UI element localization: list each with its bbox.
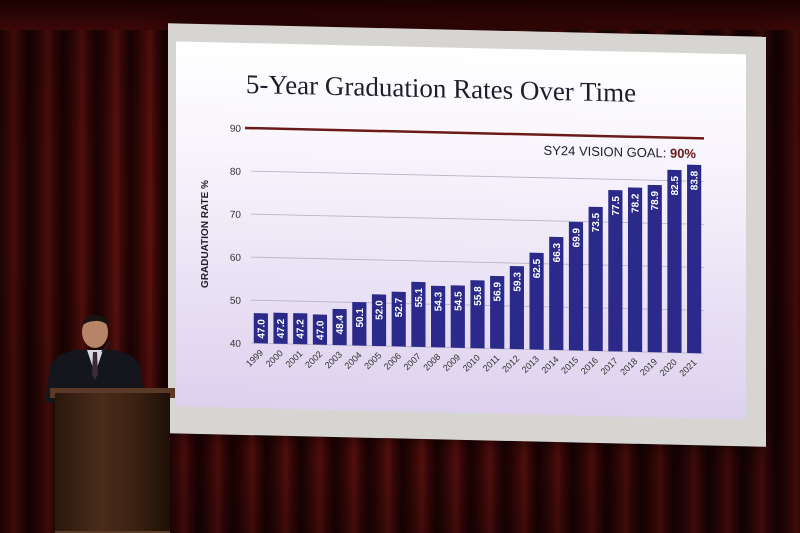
x-tick-label: 2001 bbox=[283, 348, 304, 369]
bar bbox=[509, 265, 524, 350]
bar-value-label: 56.9 bbox=[493, 281, 504, 301]
bar bbox=[687, 164, 702, 354]
bar-value-label: 66.3 bbox=[552, 242, 563, 262]
bar bbox=[549, 236, 564, 351]
bar bbox=[608, 189, 623, 352]
x-tick-label: 2015 bbox=[559, 355, 580, 376]
speaker-tie bbox=[92, 352, 98, 380]
bar bbox=[588, 206, 603, 352]
y-tick-label: 50 bbox=[230, 296, 242, 307]
bar bbox=[371, 294, 387, 347]
bar-value-label: 47.0 bbox=[256, 319, 267, 339]
bar-value-label: 52.0 bbox=[375, 300, 386, 320]
x-tick-label: 2019 bbox=[638, 357, 659, 378]
bar-value-label: 82.5 bbox=[670, 175, 681, 195]
bar-value-label: 73.5 bbox=[591, 212, 602, 232]
x-tick-label: 2013 bbox=[520, 354, 541, 375]
bar bbox=[332, 308, 347, 346]
y-tick-label: 70 bbox=[230, 210, 242, 221]
bar bbox=[391, 291, 406, 347]
slide: 5-Year Graduation Rates Over Time GRADUA… bbox=[176, 41, 746, 420]
microphone bbox=[101, 341, 111, 353]
bar-value-label: 55.1 bbox=[414, 287, 425, 307]
graduation-chart: 5-Year Graduation Rates Over Time GRADUA… bbox=[200, 69, 704, 379]
y-ticks: 40 50 60 70 80 90 bbox=[230, 124, 242, 350]
y-tick-label: 40 bbox=[230, 339, 242, 350]
bar bbox=[529, 252, 544, 350]
bar bbox=[411, 281, 426, 348]
bar-value-label: 54.3 bbox=[434, 291, 445, 311]
bar bbox=[667, 169, 682, 353]
bar-value-label: 78.9 bbox=[650, 190, 661, 210]
y-tick-label: 90 bbox=[230, 124, 242, 135]
x-tick-label: 2006 bbox=[382, 351, 403, 372]
bar bbox=[470, 280, 485, 349]
bar bbox=[431, 285, 446, 348]
bar bbox=[627, 187, 643, 352]
x-tick-label: 2008 bbox=[421, 352, 442, 373]
bar bbox=[490, 275, 505, 349]
y-tick-label: 60 bbox=[230, 253, 242, 264]
bar-value-label: 47.2 bbox=[276, 318, 287, 338]
bar-value-label: 47.0 bbox=[315, 320, 326, 340]
bar-value-label: 62.5 bbox=[532, 258, 543, 278]
bar bbox=[647, 184, 662, 353]
bar-value-label: 59.3 bbox=[512, 272, 523, 292]
bar-value-label: 47.2 bbox=[296, 319, 307, 339]
x-tick-label: 2012 bbox=[500, 353, 521, 374]
x-tick-label: 2016 bbox=[579, 355, 600, 376]
bar-value-label: 83.8 bbox=[690, 170, 701, 190]
goal-line-group: SY24 VISION GOAL: 90% bbox=[245, 126, 704, 161]
bar-value-label: 52.7 bbox=[394, 297, 405, 317]
x-tick-label: 1999 bbox=[244, 348, 265, 369]
x-tick-label: 2018 bbox=[618, 356, 639, 377]
x-tick-label: 2009 bbox=[441, 352, 462, 373]
goal-value: 90% bbox=[670, 146, 696, 162]
goal-line bbox=[245, 126, 704, 140]
bars: 47.0 47.2 47.2 47.0 48.4 50.1 52.0 52.7 55.1 54.3… bbox=[253, 164, 702, 354]
bar-value-label: 50.1 bbox=[355, 308, 366, 328]
x-tick-label: 2021 bbox=[677, 357, 698, 378]
x-tick-label: 2000 bbox=[264, 348, 285, 369]
bar bbox=[312, 314, 328, 345]
speaker-hair bbox=[82, 314, 109, 326]
bar-value-label: 77.5 bbox=[611, 196, 622, 216]
x-tick-label: 2014 bbox=[539, 354, 560, 375]
bar-value-label: 55.8 bbox=[473, 286, 484, 306]
x-tick-label: 2005 bbox=[362, 350, 383, 371]
x-tick-label: 2011 bbox=[481, 353, 502, 374]
x-tick-label: 2007 bbox=[402, 351, 423, 372]
x-tick-label: 2003 bbox=[323, 349, 344, 370]
podium bbox=[55, 393, 170, 533]
bar-value-label: 78.2 bbox=[631, 193, 642, 213]
bar bbox=[352, 301, 367, 346]
bar-value-label: 69.9 bbox=[571, 227, 582, 247]
bar bbox=[273, 312, 288, 344]
bar-value-label: 48.4 bbox=[335, 314, 346, 334]
bar bbox=[253, 313, 268, 344]
speaker-head bbox=[82, 316, 108, 348]
x-tick-label: 2002 bbox=[303, 349, 324, 370]
curtain-valance bbox=[0, 0, 800, 30]
x-tick-label: 2020 bbox=[658, 357, 679, 378]
x-tick-label: 2004 bbox=[343, 350, 364, 371]
goal-label: SY24 VISION GOAL: 90% bbox=[544, 143, 697, 161]
projection-screen: 5-Year Graduation Rates Over Time GRADUA… bbox=[168, 23, 766, 447]
x-tick-label: 2010 bbox=[461, 353, 482, 374]
gridline bbox=[251, 170, 704, 182]
bar-value-label: 54.5 bbox=[453, 291, 464, 311]
slide-title: 5-Year Graduation Rates Over Time bbox=[246, 69, 636, 108]
bar bbox=[568, 221, 584, 351]
x-tick-label: 2017 bbox=[599, 356, 620, 377]
goal-label-text: SY24 VISION GOAL: bbox=[544, 143, 670, 161]
y-tick-label: 80 bbox=[230, 167, 242, 178]
bar bbox=[450, 285, 465, 348]
y-axis-label: GRADUATION RATE % bbox=[200, 180, 211, 288]
bar bbox=[293, 313, 308, 345]
